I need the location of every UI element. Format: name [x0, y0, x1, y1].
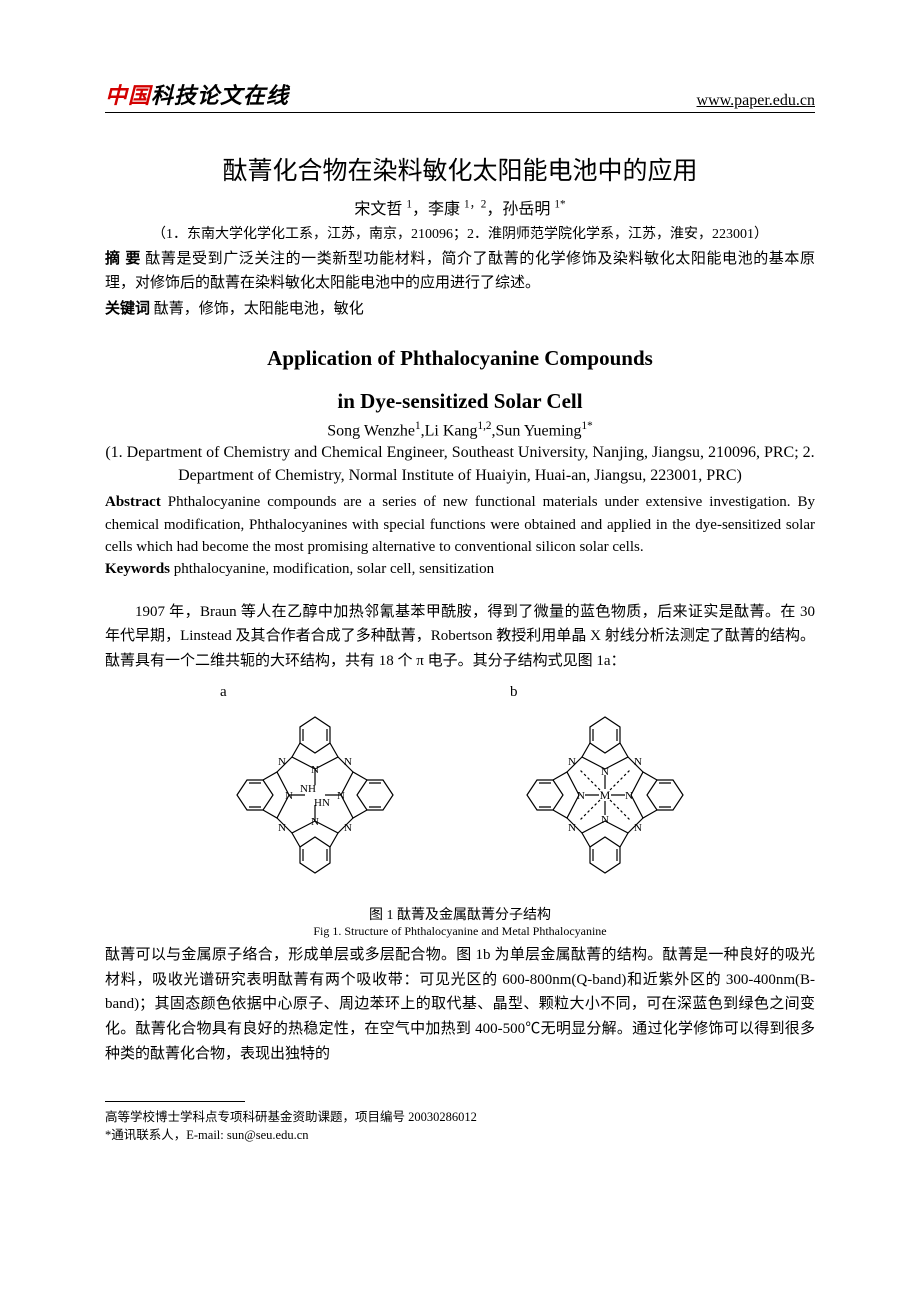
phthalocyanine-structure-icon: N N N N N N N N NH HN — [220, 695, 410, 895]
keywords-english: Keywords phthalocyanine, modification, s… — [105, 561, 815, 578]
svg-text:N: N — [634, 756, 642, 768]
figure-1b: b — [510, 684, 700, 900]
metal-phthalocyanine-structure-icon: N N N N N N N N M — [510, 695, 700, 895]
svg-text:N: N — [337, 790, 345, 802]
svg-text:N: N — [601, 766, 609, 778]
affiliations-english: (1. Department of Chemistry and Chemical… — [105, 442, 815, 487]
keywords-en-text: phthalocyanine, modification, solar cell… — [170, 561, 494, 577]
figure-1-caption-en: Fig 1. Structure of Phthalocyanine and M… — [105, 924, 815, 939]
svg-text:N: N — [278, 822, 286, 834]
footnote-corresponding: *通讯联系人，E-mail: sun@seu.edu.cn — [105, 1126, 815, 1145]
site-logo: 中国科技论文在线 — [105, 78, 289, 110]
page-header: 中国科技论文在线 www.paper.edu.cn — [105, 78, 815, 113]
svg-text:N: N — [344, 756, 352, 768]
page: 中国科技论文在线 www.paper.edu.cn 酞菁化合物在染料敏化太阳能电… — [0, 0, 920, 1205]
svg-text:N: N — [634, 822, 642, 834]
abstract-chinese: 摘 要 酞菁是受到广泛关注的一类新型功能材料，简介了酞菁的化学修饰及染料敏化太阳… — [105, 247, 815, 295]
svg-text:N: N — [568, 822, 576, 834]
svg-text:N: N — [568, 756, 576, 768]
figure-1: a — [105, 684, 815, 900]
svg-text:N: N — [344, 822, 352, 834]
svg-text:N: N — [285, 790, 293, 802]
abstract-cn-text: 酞菁是受到广泛关注的一类新型功能材料，简介了酞菁的化学修饰及染料敏化太阳能电池的… — [105, 251, 815, 291]
keywords-cn-text: 酞菁，修饰，太阳能电池，敏化 — [150, 301, 364, 317]
figure-1a: a — [220, 684, 410, 900]
logo-red-text: 中国 — [105, 83, 151, 108]
footnote-funding: 高等学校博士学科点专项科研基金资助课题，项目编号 20030286012 — [105, 1108, 815, 1127]
title-chinese: 酞菁化合物在染料敏化太阳能电池中的应用 — [105, 151, 815, 187]
keywords-en-label: Keywords — [105, 561, 170, 577]
authors-chinese: 宋文哲 1，李康 1，2，孙岳明 1* — [105, 195, 815, 219]
authors-english: Song Wenzhe1,Li Kang1,2,Sun Yueming1* — [105, 420, 815, 440]
figure-1-caption-cn: 图 1 酞菁及金属酞菁分子结构 — [105, 904, 815, 924]
svg-text:N: N — [601, 814, 609, 826]
keywords-cn-label: 关键词 — [105, 300, 150, 317]
abstract-en-text: Phthalocyanine compounds are a series of… — [105, 494, 815, 555]
body-paragraph-2: 酞菁可以与金属原子络合，形成单层或多层配合物。图 1b 为单层金属酞菁的结构。酞… — [105, 943, 815, 1067]
abstract-cn-label: 摘 要 — [105, 250, 141, 267]
svg-text:N: N — [625, 790, 633, 802]
svg-text:N: N — [311, 816, 319, 828]
title-english-line2: in Dye-sensitized Solar Cell — [105, 389, 815, 414]
svg-text:N: N — [577, 790, 585, 802]
abstract-en-label: Abstract — [105, 494, 161, 510]
site-url[interactable]: www.paper.edu.cn — [697, 92, 815, 110]
svg-text:NH: NH — [300, 783, 316, 795]
svg-text:M: M — [600, 788, 611, 802]
logo-black-text: 科技论文在线 — [151, 83, 289, 108]
abstract-english: Abstract Phthalocyanine compounds are a … — [105, 491, 815, 559]
svg-text:HN: HN — [314, 797, 330, 809]
svg-text:N: N — [311, 764, 319, 776]
keywords-chinese: 关键词 酞菁，修饰，太阳能电池，敏化 — [105, 297, 815, 318]
svg-text:N: N — [278, 756, 286, 768]
affiliations-chinese: （1．东南大学化学化工系，江苏，南京，210096；2．淮阴师范学院化学系，江苏… — [105, 223, 815, 243]
footnote-separator — [105, 1101, 245, 1102]
body-paragraph-1: 1907 年，Braun 等人在乙醇中加热邻氰基苯甲酰胺，得到了微量的蓝色物质，… — [105, 600, 815, 674]
title-english-line1: Application of Phthalocyanine Compounds — [105, 346, 815, 371]
